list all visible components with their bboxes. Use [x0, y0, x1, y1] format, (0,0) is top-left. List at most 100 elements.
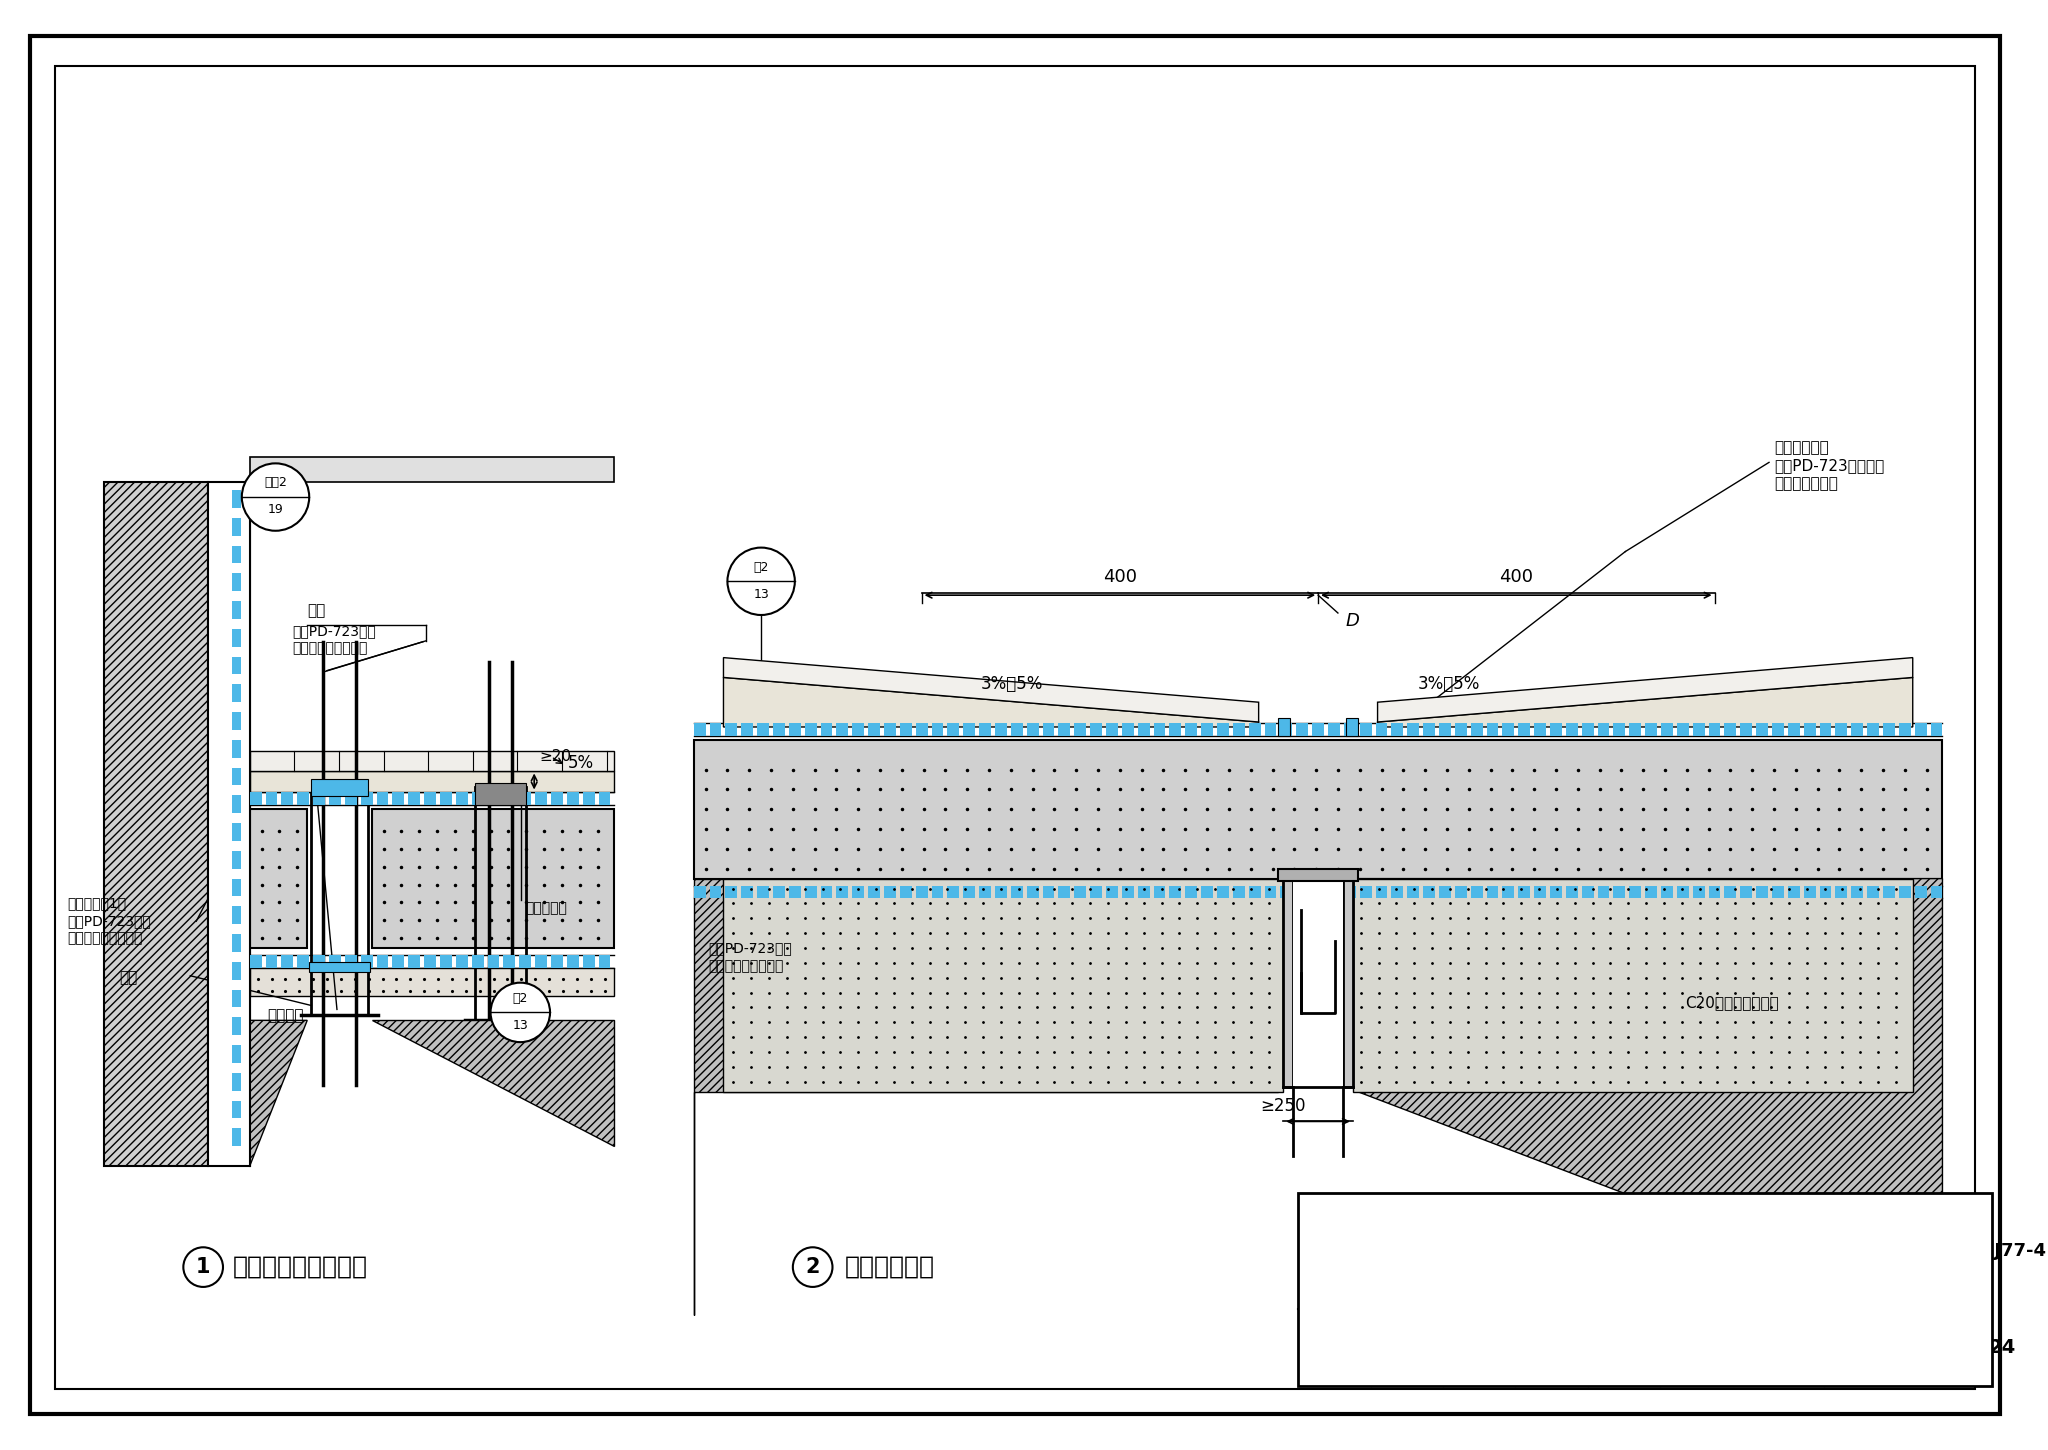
Text: 孙彩峰: 孙彩峰 [1395, 1340, 1419, 1354]
Bar [932, 724, 944, 737]
Bar [1376, 886, 1386, 899]
Bar [1915, 724, 1927, 737]
Bar [1819, 724, 1831, 737]
Bar [915, 886, 928, 899]
Polygon shape [1378, 677, 1913, 726]
Polygon shape [723, 677, 1260, 726]
Bar [1661, 886, 1673, 899]
Bar [551, 792, 563, 805]
Bar [281, 956, 293, 967]
Bar [852, 886, 864, 899]
Text: 地漏构造做法: 地漏构造做法 [1479, 1256, 1554, 1275]
Text: 德高水不漏1号: 德高水不漏1号 [68, 896, 127, 911]
Text: 德高PD-723中性防霉: 德高PD-723中性防霉 [1774, 458, 1884, 473]
Bar [1012, 724, 1022, 737]
Bar [1772, 886, 1784, 899]
Bar [1042, 724, 1055, 737]
Text: 原峰: 原峰 [1688, 1340, 1704, 1354]
Bar [377, 792, 389, 805]
Bar [408, 792, 420, 805]
Bar [1694, 886, 1704, 899]
Bar [551, 956, 563, 967]
Bar [393, 792, 403, 805]
Bar [1327, 724, 1339, 737]
Bar [408, 956, 420, 967]
Bar [1075, 724, 1085, 737]
Text: 管道: 管道 [307, 603, 326, 619]
Bar [231, 934, 242, 953]
Bar [1376, 724, 1386, 737]
Bar [1931, 886, 1942, 899]
Bar [1550, 886, 1563, 899]
Bar [1075, 886, 1085, 899]
Bar [1868, 724, 1878, 737]
Bar [1423, 886, 1436, 899]
Bar [231, 518, 242, 535]
Bar [1264, 886, 1276, 899]
Bar [1597, 886, 1610, 899]
Bar [231, 906, 242, 924]
Bar [868, 886, 881, 899]
Bar [1851, 886, 1864, 899]
Bar [1518, 724, 1530, 737]
Bar [1788, 886, 1800, 899]
Polygon shape [371, 809, 614, 948]
Bar [709, 724, 721, 737]
Bar [1788, 724, 1800, 737]
Text: ≥250: ≥250 [1262, 1096, 1307, 1115]
Bar [788, 724, 801, 737]
Bar [1677, 724, 1690, 737]
Bar [1294, 879, 1343, 1086]
Text: 13: 13 [754, 587, 768, 600]
Bar [899, 724, 911, 737]
Bar [741, 724, 754, 737]
Bar [758, 886, 770, 899]
Bar [231, 629, 242, 647]
Polygon shape [1358, 879, 1942, 1315]
Text: 有水房间管道穿楼板、: 有水房间管道穿楼板、 [1454, 1227, 1579, 1247]
Text: 图集号: 图集号 [1763, 1243, 1794, 1260]
Bar [457, 956, 467, 967]
Bar [330, 792, 340, 805]
Bar [471, 956, 483, 967]
Text: 400: 400 [1104, 568, 1137, 586]
Bar [231, 1018, 242, 1035]
Bar [821, 886, 831, 899]
Bar [1724, 724, 1737, 737]
Bar [1391, 886, 1403, 899]
Text: 3%～5%: 3%～5% [981, 676, 1044, 693]
Bar [1440, 886, 1450, 899]
Bar [360, 956, 373, 967]
Bar [1139, 886, 1149, 899]
Bar [1343, 724, 1356, 737]
Bar [440, 792, 453, 805]
Bar [1233, 886, 1245, 899]
Bar [1581, 886, 1593, 899]
Bar [1708, 886, 1720, 899]
Bar [1186, 886, 1198, 899]
Bar [231, 1045, 242, 1063]
Bar [1581, 724, 1593, 737]
Bar [1567, 886, 1577, 899]
Bar [805, 724, 817, 737]
Bar [1106, 886, 1118, 899]
Bar [1122, 724, 1135, 737]
Bar [250, 792, 262, 805]
Bar [344, 956, 356, 967]
Bar [1454, 724, 1466, 737]
Bar [1280, 886, 1292, 899]
Text: ≥20: ≥20 [539, 750, 571, 764]
Polygon shape [371, 1021, 614, 1146]
Text: 2: 2 [805, 1257, 819, 1277]
Text: 校对: 校对 [1470, 1340, 1487, 1354]
Bar [1804, 886, 1817, 899]
Bar [1217, 886, 1229, 899]
Bar [1772, 724, 1784, 737]
Bar [1059, 886, 1071, 899]
Polygon shape [723, 658, 1260, 722]
Bar [1139, 724, 1149, 737]
Bar [725, 724, 737, 737]
Bar [979, 724, 991, 737]
Bar [1012, 886, 1022, 899]
Bar [1741, 724, 1753, 737]
